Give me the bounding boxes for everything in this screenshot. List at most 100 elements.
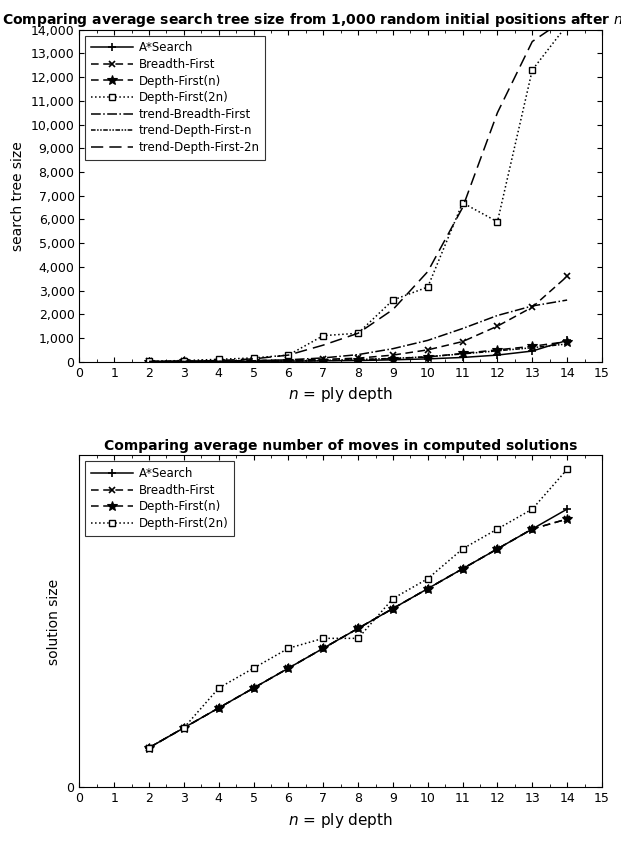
Depth-First(n) — [494, 345, 501, 355]
Depth-First(n) — [563, 336, 571, 346]
trend-Depth-First-2n — [563, 13, 571, 23]
trend-Depth-First-n — [250, 357, 257, 367]
Depth-First(2n) — [355, 633, 362, 643]
Breadth-First — [389, 604, 397, 614]
trend-Breadth-First — [180, 357, 188, 367]
trend-Depth-First-n — [459, 349, 466, 359]
A*Search — [250, 357, 257, 367]
Depth-First(n) — [424, 352, 432, 362]
Depth-First(2n) — [389, 594, 397, 604]
Depth-First(2n) — [389, 295, 397, 305]
Y-axis label: solution size: solution size — [47, 579, 61, 664]
Depth-First(n) — [250, 357, 257, 367]
Legend: A*Search, Breadth-First, Depth-First(n), Depth-First(2n), trend-Breadth-First, t: A*Search, Breadth-First, Depth-First(n),… — [85, 35, 265, 160]
Depth-First(n) — [284, 663, 292, 673]
Line: trend-Depth-First-2n: trend-Depth-First-2n — [149, 18, 567, 362]
Depth-First(n) — [389, 604, 397, 614]
Depth-First(n) — [145, 743, 153, 753]
Depth-First(n) — [180, 722, 188, 733]
Y-axis label: search tree size: search tree size — [11, 140, 25, 251]
trend-Breadth-First — [389, 344, 397, 354]
Depth-First(n) — [215, 357, 222, 367]
Depth-First(n) — [459, 348, 466, 358]
Breadth-First — [528, 302, 536, 312]
A*Search — [459, 563, 466, 574]
trend-Breadth-First — [424, 336, 432, 346]
A*Search — [424, 584, 432, 594]
trend-Depth-First-2n — [459, 203, 466, 213]
Depth-First(2n) — [528, 65, 536, 75]
trend-Breadth-First — [494, 310, 501, 320]
Breadth-First — [250, 683, 257, 693]
Line: Breadth-First: Breadth-First — [145, 516, 571, 751]
trend-Breadth-First — [215, 357, 222, 367]
A*Search — [528, 524, 536, 534]
A*Search — [494, 350, 501, 360]
Depth-First(n) — [528, 524, 536, 534]
Breadth-First — [250, 356, 257, 366]
Line: Depth-First(n): Depth-First(n) — [144, 514, 572, 753]
trend-Breadth-First — [355, 350, 362, 360]
trend-Depth-First-n — [145, 357, 153, 367]
Depth-First(2n) — [355, 328, 362, 338]
Depth-First(2n) — [424, 574, 432, 584]
Depth-First(2n) — [284, 643, 292, 653]
Breadth-First — [424, 345, 432, 355]
trend-Depth-First-2n — [180, 357, 188, 367]
Depth-First(n) — [180, 357, 188, 367]
A*Search — [459, 352, 466, 362]
Title: Comparing average number of moves in computed solutions: Comparing average number of moves in com… — [104, 439, 578, 452]
trend-Breadth-First — [145, 357, 153, 367]
trend-Depth-First-n — [528, 342, 536, 352]
Breadth-First — [355, 353, 362, 363]
trend-Depth-First-n — [320, 356, 327, 366]
A*Search — [320, 356, 327, 366]
Depth-First(n) — [494, 544, 501, 554]
A*Search — [355, 623, 362, 633]
Depth-First(2n) — [180, 722, 188, 733]
trend-Depth-First-n — [424, 352, 432, 362]
A*Search — [250, 683, 257, 693]
A*Search — [180, 357, 188, 367]
Depth-First(2n) — [459, 198, 466, 208]
Breadth-First — [320, 354, 327, 364]
trend-Depth-First-2n — [494, 108, 501, 118]
Depth-First(n) — [459, 563, 466, 574]
trend-Breadth-First — [284, 355, 292, 365]
Depth-First(2n) — [424, 282, 432, 292]
Breadth-First — [424, 584, 432, 594]
trend-Depth-First-n — [389, 353, 397, 363]
Line: Breadth-First: Breadth-First — [145, 272, 571, 365]
A*Search — [528, 346, 536, 356]
Depth-First(2n) — [284, 350, 292, 360]
Depth-First(n) — [389, 353, 397, 363]
A*Search — [424, 354, 432, 364]
Depth-First(2n) — [494, 524, 501, 534]
trend-Depth-First-2n — [424, 267, 432, 277]
Breadth-First — [528, 524, 536, 534]
Depth-First(2n) — [528, 504, 536, 514]
trend-Depth-First-2n — [320, 340, 327, 350]
trend-Depth-First-2n — [284, 350, 292, 360]
A*Search — [215, 357, 222, 367]
Breadth-First — [563, 272, 571, 282]
Breadth-First — [284, 355, 292, 365]
Depth-First(2n) — [250, 353, 257, 363]
trend-Depth-First-2n — [355, 328, 362, 338]
trend-Breadth-First — [250, 356, 257, 366]
Breadth-First — [284, 663, 292, 673]
A*Search — [284, 356, 292, 366]
A*Search — [563, 504, 571, 514]
trend-Depth-First-n — [494, 346, 501, 356]
A*Search — [389, 604, 397, 614]
Breadth-First — [215, 703, 222, 713]
A*Search — [145, 743, 153, 753]
trend-Depth-First-n — [284, 356, 292, 366]
trend-Depth-First-2n — [528, 36, 536, 46]
A*Search — [563, 336, 571, 346]
trend-Depth-First-2n — [145, 357, 153, 367]
Depth-First(n) — [215, 703, 222, 713]
Depth-First(n) — [528, 341, 536, 352]
Depth-First(2n) — [459, 544, 466, 554]
Depth-First(n) — [320, 356, 327, 366]
